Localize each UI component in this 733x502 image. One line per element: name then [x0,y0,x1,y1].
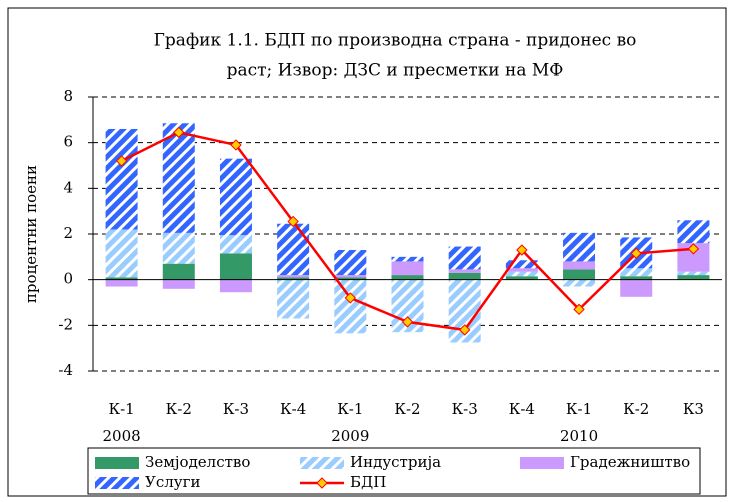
bar [277,279,310,319]
legend-swatch [95,477,139,489]
y-axis-label: процентни поени [22,165,40,303]
x-tick-label: К-3 [223,400,249,418]
bar [563,269,596,280]
legend-swatch [300,457,344,469]
marker [115,155,128,167]
bar [448,272,481,280]
bar [563,232,596,262]
bar [277,275,310,278]
bar [448,246,481,270]
x-tick-label: К-1 [566,400,592,418]
marker [516,244,528,256]
bar [334,249,367,276]
x-tick-label: К-1 [108,400,134,418]
bar [277,223,310,276]
bar [105,229,138,278]
legend-label: Услуги [145,473,200,491]
y-tick-label: 6 [63,133,73,151]
x-tick-label: К-2 [166,400,192,418]
marker [287,215,299,228]
marker [344,292,357,304]
bar [334,279,367,334]
marker [230,139,242,151]
bar [277,277,310,280]
bar [677,275,710,280]
legend-label: БДП [350,473,386,491]
x-tick-label: К-4 [280,400,306,418]
bar [105,128,138,230]
y-tick-label: -4 [58,361,73,379]
bar [563,279,596,287]
bar [219,253,252,280]
marker [401,316,414,328]
legend-swatch [520,457,564,469]
legend-swatch [95,457,139,469]
bar [505,276,538,280]
marker [173,126,185,139]
bar [219,279,252,293]
y-tick-label: 2 [63,224,73,242]
y-tick-label: 0 [63,270,73,288]
bar [105,277,138,280]
bar [162,279,195,289]
legend [87,447,701,495]
bar [391,275,424,280]
bar [620,268,653,277]
bar [219,235,252,254]
chart-title: График 1.1. БДП по производна страна - п… [154,31,637,51]
x-tick-label: К-3 [452,400,478,418]
y-tick-label: -2 [58,315,73,333]
legend-label: Земјоделство [145,453,250,471]
x-tick-label: К-2 [394,400,420,418]
bar [162,232,195,264]
bar [505,260,538,269]
bar [334,275,367,278]
bar [219,158,252,236]
bar [677,220,710,244]
bar [505,271,538,277]
bar [620,279,653,297]
marker [573,303,585,316]
chart-title: раст; Извор: ДЗС и пресметки на МФ [227,61,564,81]
legend-label: Градежништво [570,453,690,471]
y-tick-label: 8 [63,87,73,105]
group-label: 2010 [560,427,598,445]
marker [458,324,471,336]
y-tick-label: 4 [63,178,73,196]
bar [620,276,653,280]
bar [105,279,138,287]
group-label: 2009 [331,427,369,445]
bar [563,261,596,270]
x-tick-label: К-4 [509,400,535,418]
bar [334,277,367,280]
legend-label: Индустрија [350,453,441,471]
marker [630,247,642,260]
legend-marker [316,477,328,489]
bar [162,123,195,233]
group-label: 2008 [102,427,140,445]
x-tick-label: К3 [683,400,704,418]
x-tick-label: К-2 [623,400,649,418]
marker [687,243,700,255]
bar [505,268,538,272]
x-tick-label: К-1 [337,400,363,418]
bar [391,261,424,276]
bar [677,271,710,276]
bar [448,269,481,273]
bar [391,256,424,262]
bar [162,263,195,280]
